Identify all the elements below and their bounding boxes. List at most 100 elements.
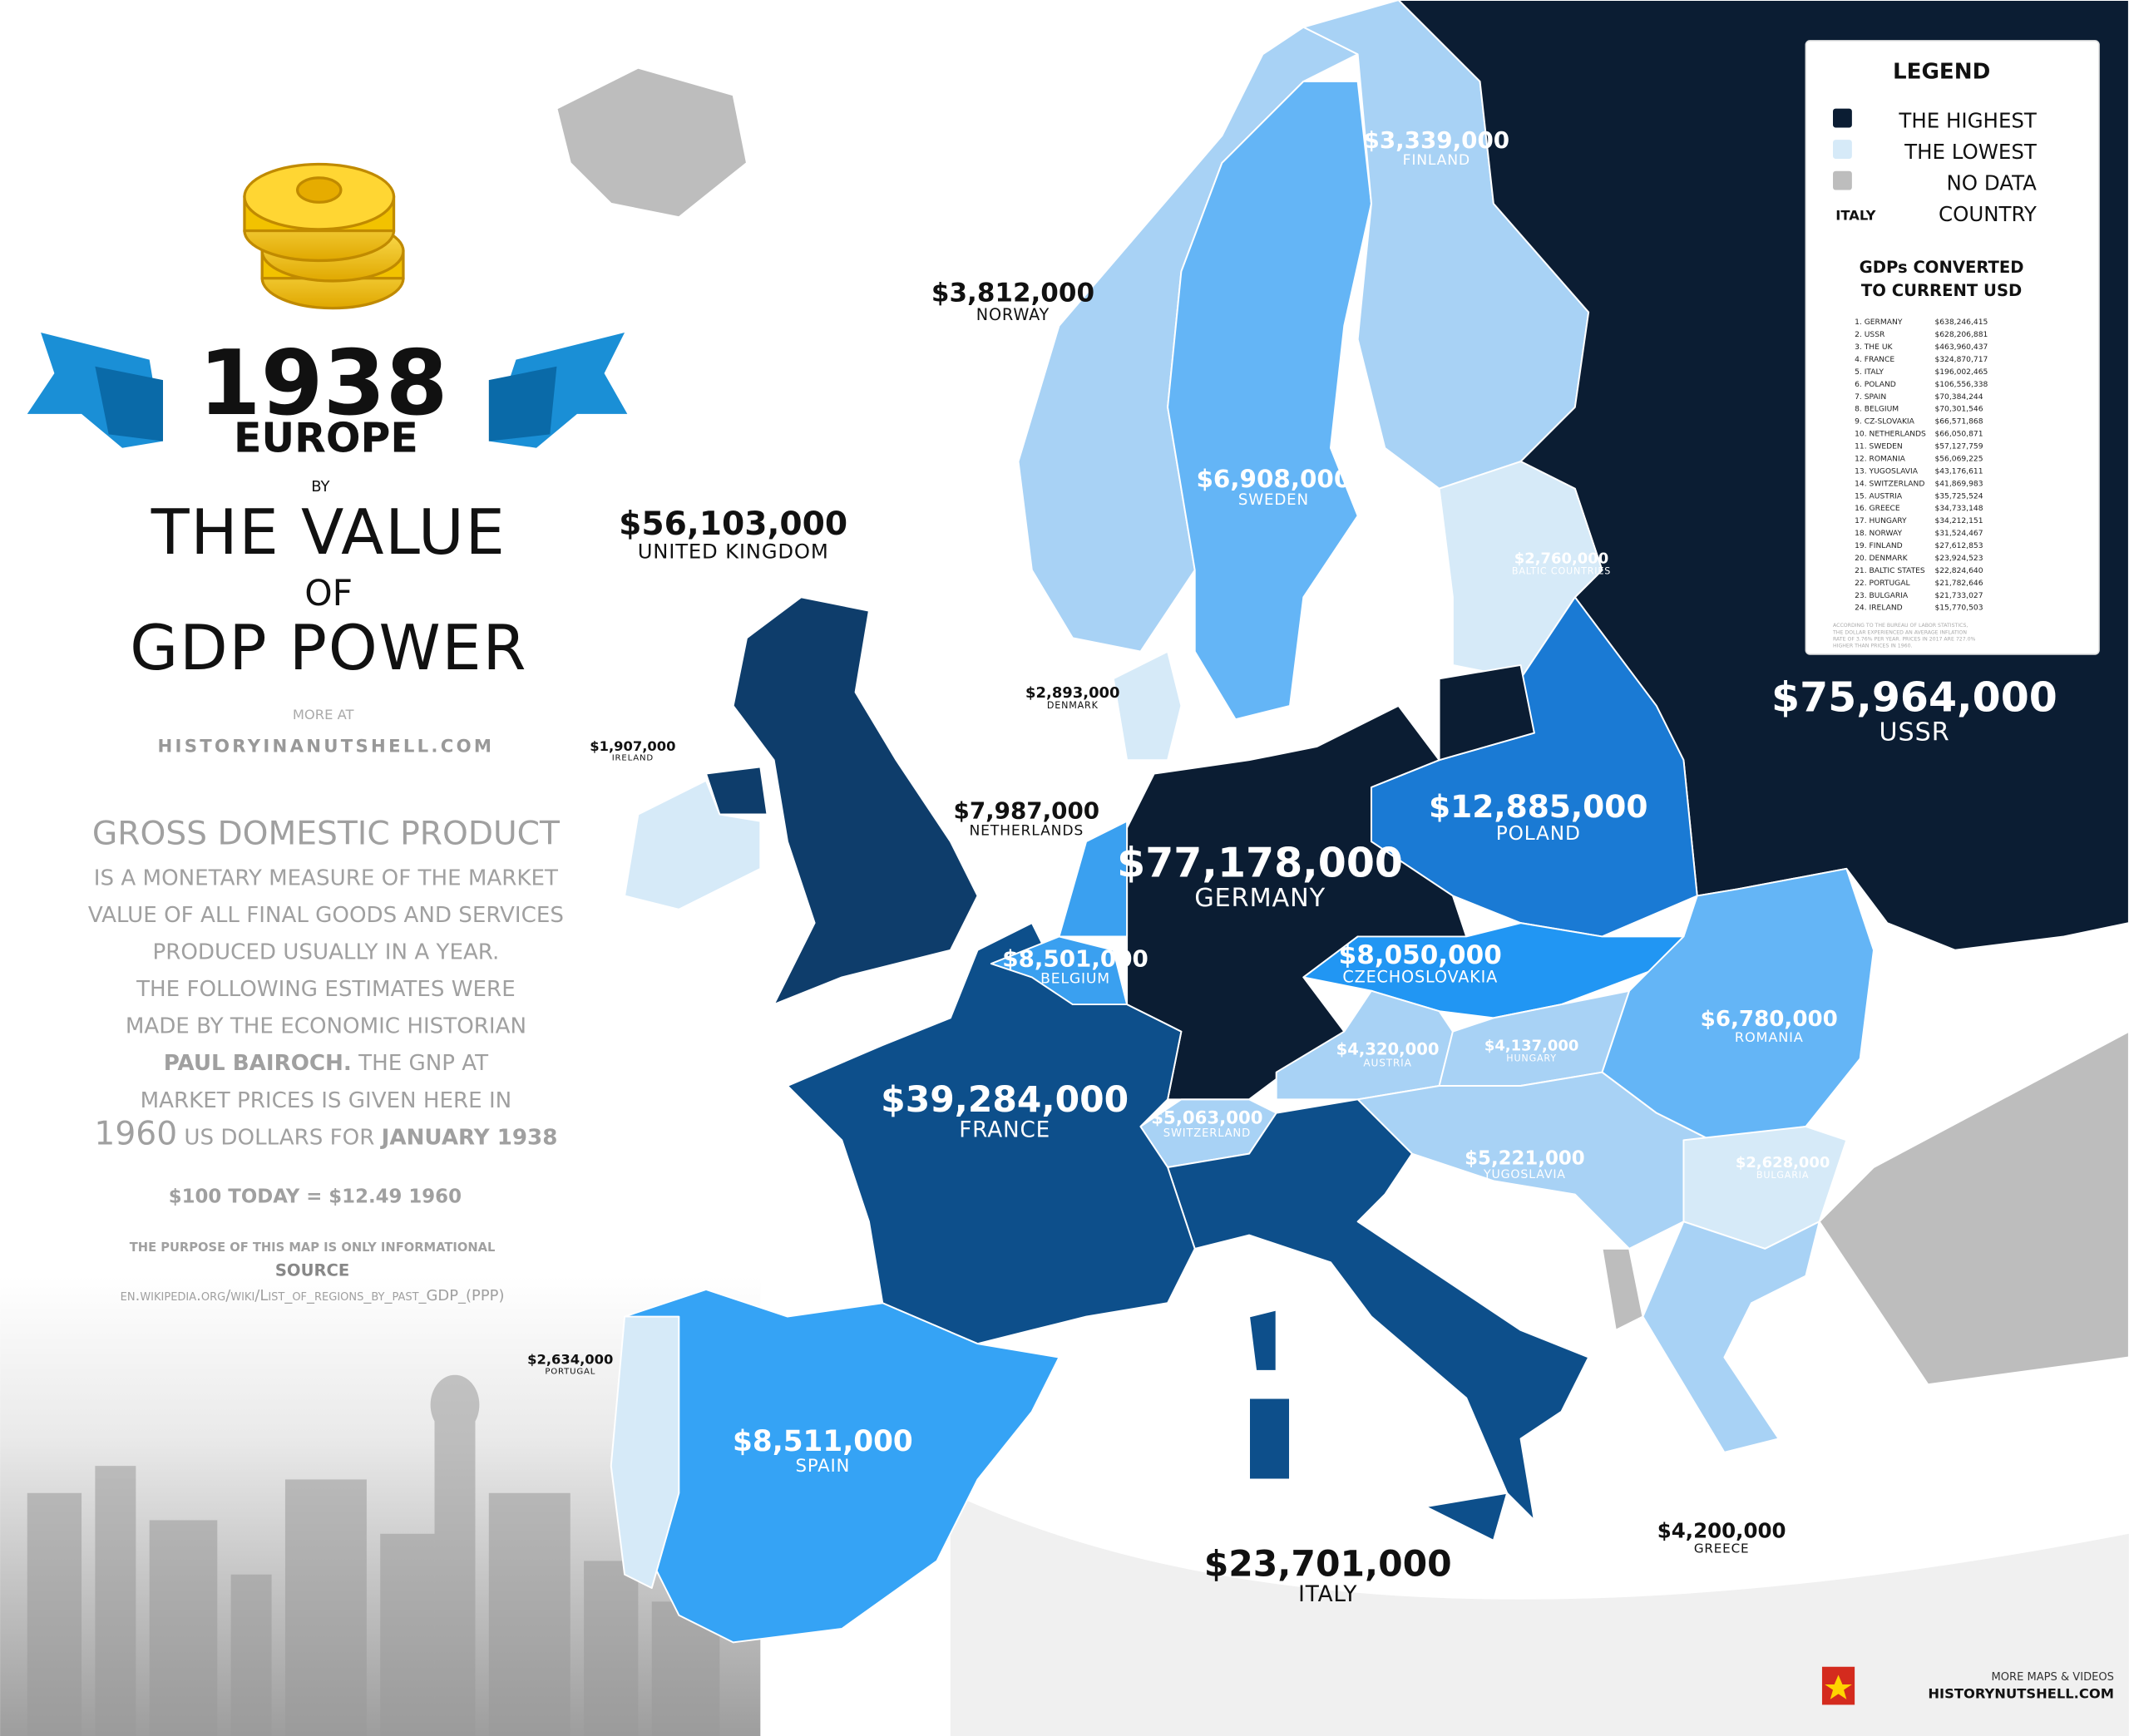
corsica xyxy=(1248,1309,1277,1372)
ranking-name: 10. NETHERLANDS xyxy=(1855,431,1926,439)
ranking-name: 4. FRANCE xyxy=(1855,356,1894,364)
country-name: PORTUGAL xyxy=(545,1367,595,1376)
title-of: OF xyxy=(304,574,353,614)
legend-marker: ITALY xyxy=(1835,207,1875,223)
country-value: $8,511,000 xyxy=(733,1425,913,1458)
ranking-name: 12. ROMANIA xyxy=(1855,455,1906,463)
coins xyxy=(243,162,405,310)
ranking-value: $56,069,225 xyxy=(1934,455,1983,463)
legend-swatch xyxy=(1833,108,1852,128)
legend-label: THE LOWEST xyxy=(1904,140,2038,164)
country-name: YUGOSLAVIA xyxy=(1483,1168,1566,1181)
ranking-name: 7. SPAIN xyxy=(1855,393,1886,402)
legend-swatch xyxy=(1833,140,1852,160)
ranking-value: $34,733,148 xyxy=(1934,505,1983,513)
country-name: USSR xyxy=(1879,718,1949,747)
city-buildings xyxy=(27,1374,720,1736)
turkey xyxy=(1818,1030,2129,1386)
ranking-value: $41,869,983 xyxy=(1934,480,1983,488)
country-value: $56,103,000 xyxy=(619,506,847,543)
albania xyxy=(1601,1247,1644,1331)
country-value: $4,137,000 xyxy=(1484,1038,1578,1055)
ranking-value: $106,556,338 xyxy=(1934,381,1988,389)
ranking-name: 3. THE UK xyxy=(1855,343,1893,352)
country-name: GERMANY xyxy=(1194,884,1326,913)
footer-line2: HISTORYNUTSHELL.COM xyxy=(1928,1685,2114,1701)
conversion: $100 TODAY = $12.49 1960 xyxy=(169,1186,462,1207)
country-name: AUSTRIA xyxy=(1363,1058,1411,1069)
site: HISTORYINANUTSHELL.COM xyxy=(158,736,495,757)
description-segment: MARKET PRICES IS GIVEN HERE IN xyxy=(141,1088,512,1113)
country-value: $1,907,000 xyxy=(590,738,675,754)
country-value: $6,780,000 xyxy=(1701,1007,1838,1032)
country-value: $39,284,000 xyxy=(881,1080,1129,1121)
ranking-name: 9. CZ-SLOVAKIA xyxy=(1855,418,1915,427)
ranking-name: 1. GERMANY xyxy=(1855,318,1903,327)
country-value: $2,893,000 xyxy=(1025,684,1119,702)
description-segment: JANUARY 1938 xyxy=(380,1125,558,1150)
country-value: $8,501,000 xyxy=(1002,944,1148,972)
legend-swatch xyxy=(1833,170,1852,190)
legend-label: COUNTRY xyxy=(1939,202,2037,226)
country-name: UNITED KINGDOM xyxy=(638,539,829,563)
ranking-name: 21. BALTIC STATES xyxy=(1855,567,1925,575)
country-name: POLAND xyxy=(1496,822,1581,845)
ranking-value: $628,206,881 xyxy=(1934,331,1988,339)
ranking-name: 23. BULGARIA xyxy=(1855,592,1909,600)
country-name: CZECHOSLOVAKIA xyxy=(1342,967,1498,986)
description: GROSS DOMESTIC PRODUCT $100 TODAY = $12.… xyxy=(88,815,564,1304)
description-line: MADE BY THE ECONOMIC HISTORIAN xyxy=(126,1014,526,1039)
ireland xyxy=(624,779,762,910)
description-segment: 1960 xyxy=(94,1115,177,1152)
ranking-name: 11. SWEDEN xyxy=(1855,443,1903,451)
source-label: SOURCE xyxy=(275,1261,349,1280)
description-segment: PRODUCED USUALLY IN A YEAR. xyxy=(152,940,499,965)
description-segment: VALUE OF ALL FINAL GOODS AND SERVICES xyxy=(88,903,564,928)
united-kingdom xyxy=(732,596,979,1006)
title-line2: GDP POWER xyxy=(130,611,527,684)
ranking-name: 6. POLAND xyxy=(1855,381,1896,389)
ranking-value: $70,301,546 xyxy=(1934,406,1983,414)
title-region: EUROPE xyxy=(234,415,418,462)
east-prussia xyxy=(1438,663,1535,762)
ranking-value: $324,870,717 xyxy=(1934,356,1988,364)
sweden xyxy=(1167,80,1372,721)
sardinia xyxy=(1248,1397,1291,1481)
ranking-name: 18. NORWAY xyxy=(1855,530,1902,538)
ranking-value: $34,212,151 xyxy=(1934,517,1983,525)
country-value: $3,339,000 xyxy=(1364,126,1510,154)
description-segment: IS A MONETARY MEASURE OF THE MARKET xyxy=(94,866,559,890)
ranking-name: 17. HUNGARY xyxy=(1855,517,1907,525)
more-at: MORE AT xyxy=(293,707,355,723)
netherlands xyxy=(1058,820,1129,938)
country-name: GREECE xyxy=(1694,1541,1750,1556)
country-name: ROMANIA xyxy=(1735,1029,1804,1045)
description-line: IS A MONETARY MEASURE OF THE MARKET xyxy=(94,866,559,890)
country-name: SWEDEN xyxy=(1238,491,1309,509)
description-segment: THE GNP AT xyxy=(352,1051,489,1076)
italy xyxy=(1167,1098,1590,1521)
country-value: $2,628,000 xyxy=(1736,1154,1830,1171)
description-line: PAUL BAIROCH. THE GNP AT xyxy=(164,1051,489,1076)
title-by: BY xyxy=(311,478,329,496)
country-name: BELGIUM xyxy=(1040,970,1110,987)
country-name: NORWAY xyxy=(976,305,1050,324)
title-year: 1938 xyxy=(199,332,448,436)
description-line: MARKET PRICES IS GIVEN HERE IN xyxy=(141,1088,512,1113)
legend-note: RATE OF 3.76% PER YEAR. PRICES IN 2017 A… xyxy=(1833,637,1976,643)
ranking-name: 2. USSR xyxy=(1855,331,1885,339)
ranking-name: 15. AUSTRIA xyxy=(1855,492,1903,501)
ranking-value: $70,384,244 xyxy=(1934,393,1983,402)
country-name: SWITZERLAND xyxy=(1163,1127,1251,1140)
country-name: DENMARK xyxy=(1047,700,1099,711)
description-line: 1960 US DOLLARS FOR JANUARY 1938 xyxy=(94,1115,557,1152)
northern-ireland xyxy=(705,766,768,816)
ranking-name: 19. FINLAND xyxy=(1855,542,1903,550)
country-value: $7,987,000 xyxy=(954,796,1100,824)
legend-subtitle: GDPs CONVERTED xyxy=(1860,258,2024,277)
description-segment: PAUL BAIROCH. xyxy=(164,1051,352,1076)
title-block: 1938 EUROPE BY THE VALUE OF GDP POWER MO… xyxy=(130,332,527,757)
